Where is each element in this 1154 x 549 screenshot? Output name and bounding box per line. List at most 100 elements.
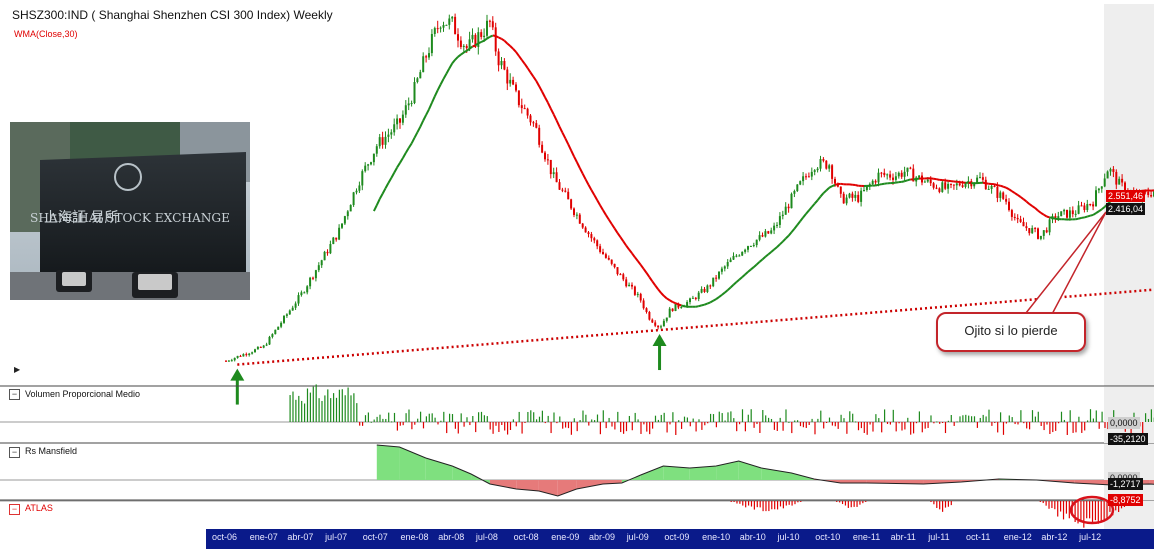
volume-bar [524, 422, 526, 423]
wma-segment [413, 131, 419, 139]
wma-segment [741, 273, 746, 278]
x-tick-label: abr-08 [438, 532, 465, 542]
volume-bar [295, 399, 297, 422]
candle-body [944, 182, 947, 189]
atlas-panel-toggle[interactable]: − [9, 504, 20, 515]
wma-segment [735, 278, 740, 283]
candle-body [1042, 230, 1045, 236]
candle-body [448, 18, 451, 25]
candle-body [338, 227, 341, 240]
volume-bar [298, 395, 300, 422]
volume-bar [475, 422, 477, 433]
volume-bar [443, 411, 445, 422]
volume-bar [434, 417, 436, 422]
volume-bar [518, 411, 520, 422]
atlas-bar [836, 501, 838, 502]
arrows-layer [230, 334, 667, 405]
candle-body [436, 28, 439, 30]
volume-bar [788, 421, 790, 423]
candle-body [973, 182, 976, 187]
volume-bar [999, 412, 1002, 422]
volume-bar [1075, 422, 1077, 433]
candle-body [407, 103, 410, 106]
candle-body [575, 214, 578, 216]
volume-bar [825, 422, 828, 423]
candle-body [233, 357, 236, 361]
x-tick-label: oct-08 [513, 532, 539, 542]
wma-segment [793, 224, 799, 230]
volume-bar [469, 422, 471, 426]
volume-bar [721, 413, 723, 422]
candle-body [433, 28, 436, 34]
volume-bar [1078, 416, 1080, 422]
candle-body [738, 255, 741, 257]
rs-panel-toggle[interactable]: − [9, 447, 20, 458]
volume-bar [393, 412, 396, 422]
x-tick-label: jul-12 [1079, 532, 1102, 542]
wma-segment [402, 152, 407, 159]
volume-bar [428, 413, 430, 422]
volume-bar [956, 421, 958, 423]
volume-bar [448, 413, 451, 422]
x-tick-label: ene-11 [852, 532, 881, 542]
candle-body [483, 35, 486, 37]
wma-segment [576, 161, 581, 169]
volume-bar [614, 422, 616, 430]
atlas-bar [1080, 501, 1082, 522]
candle-body [329, 244, 332, 254]
candle-body [274, 329, 277, 335]
volume-bar [741, 409, 744, 422]
photo-english-text: SHANGHAI STOCK EXCHANGE [30, 211, 230, 225]
volume-bar [886, 422, 889, 424]
wma-segment [878, 183, 882, 186]
volume-bar [1084, 422, 1086, 431]
volume-bar [385, 418, 387, 422]
volume-bar [651, 422, 654, 429]
atlas-bar [841, 501, 844, 505]
atlas-bar [1062, 501, 1065, 520]
wma-segment [384, 182, 390, 189]
wma-segment [1089, 213, 1094, 217]
wma-segment [904, 179, 908, 183]
play-icon[interactable]: ▶ [14, 365, 21, 374]
candle-body [816, 168, 819, 171]
candle-body [729, 259, 732, 263]
volume-panel-toggle[interactable]: − [9, 389, 20, 400]
candle-body [442, 25, 445, 28]
volume-bar [1011, 417, 1013, 422]
volume-bar [309, 392, 311, 422]
wma-segment [555, 120, 561, 128]
candle-body [401, 114, 404, 123]
rs-area-segment [376, 445, 400, 480]
wma-segment [718, 294, 723, 298]
volume-bar [1107, 422, 1109, 430]
candle-body [367, 164, 370, 166]
volume-bar [411, 422, 413, 430]
wma-segment [758, 258, 764, 263]
rs-last-box: -1,2717 [1108, 478, 1143, 490]
volume-bar [1034, 416, 1036, 422]
volume-bar [489, 422, 491, 430]
candle-body [918, 175, 921, 178]
volume-bar [704, 422, 706, 426]
candle-body [378, 137, 381, 147]
wma-segment [1084, 215, 1088, 219]
volume-bar [823, 422, 825, 429]
volume-bar [686, 417, 688, 422]
wma-segment [1008, 188, 1013, 192]
volume-bar [669, 422, 671, 425]
volume-bar [446, 422, 448, 434]
atlas-bar [847, 501, 849, 508]
atlas-bar [747, 501, 750, 506]
volume-bar [556, 422, 558, 424]
wma-segment [660, 292, 665, 297]
support-trendline [237, 288, 1154, 366]
volume-bar [840, 414, 842, 422]
wma-segment [628, 248, 633, 254]
atlas-bar [750, 501, 753, 507]
volume-bar [808, 422, 810, 425]
volume-bar [1101, 411, 1103, 422]
wma-segment [520, 59, 526, 65]
candle-body [941, 182, 944, 192]
